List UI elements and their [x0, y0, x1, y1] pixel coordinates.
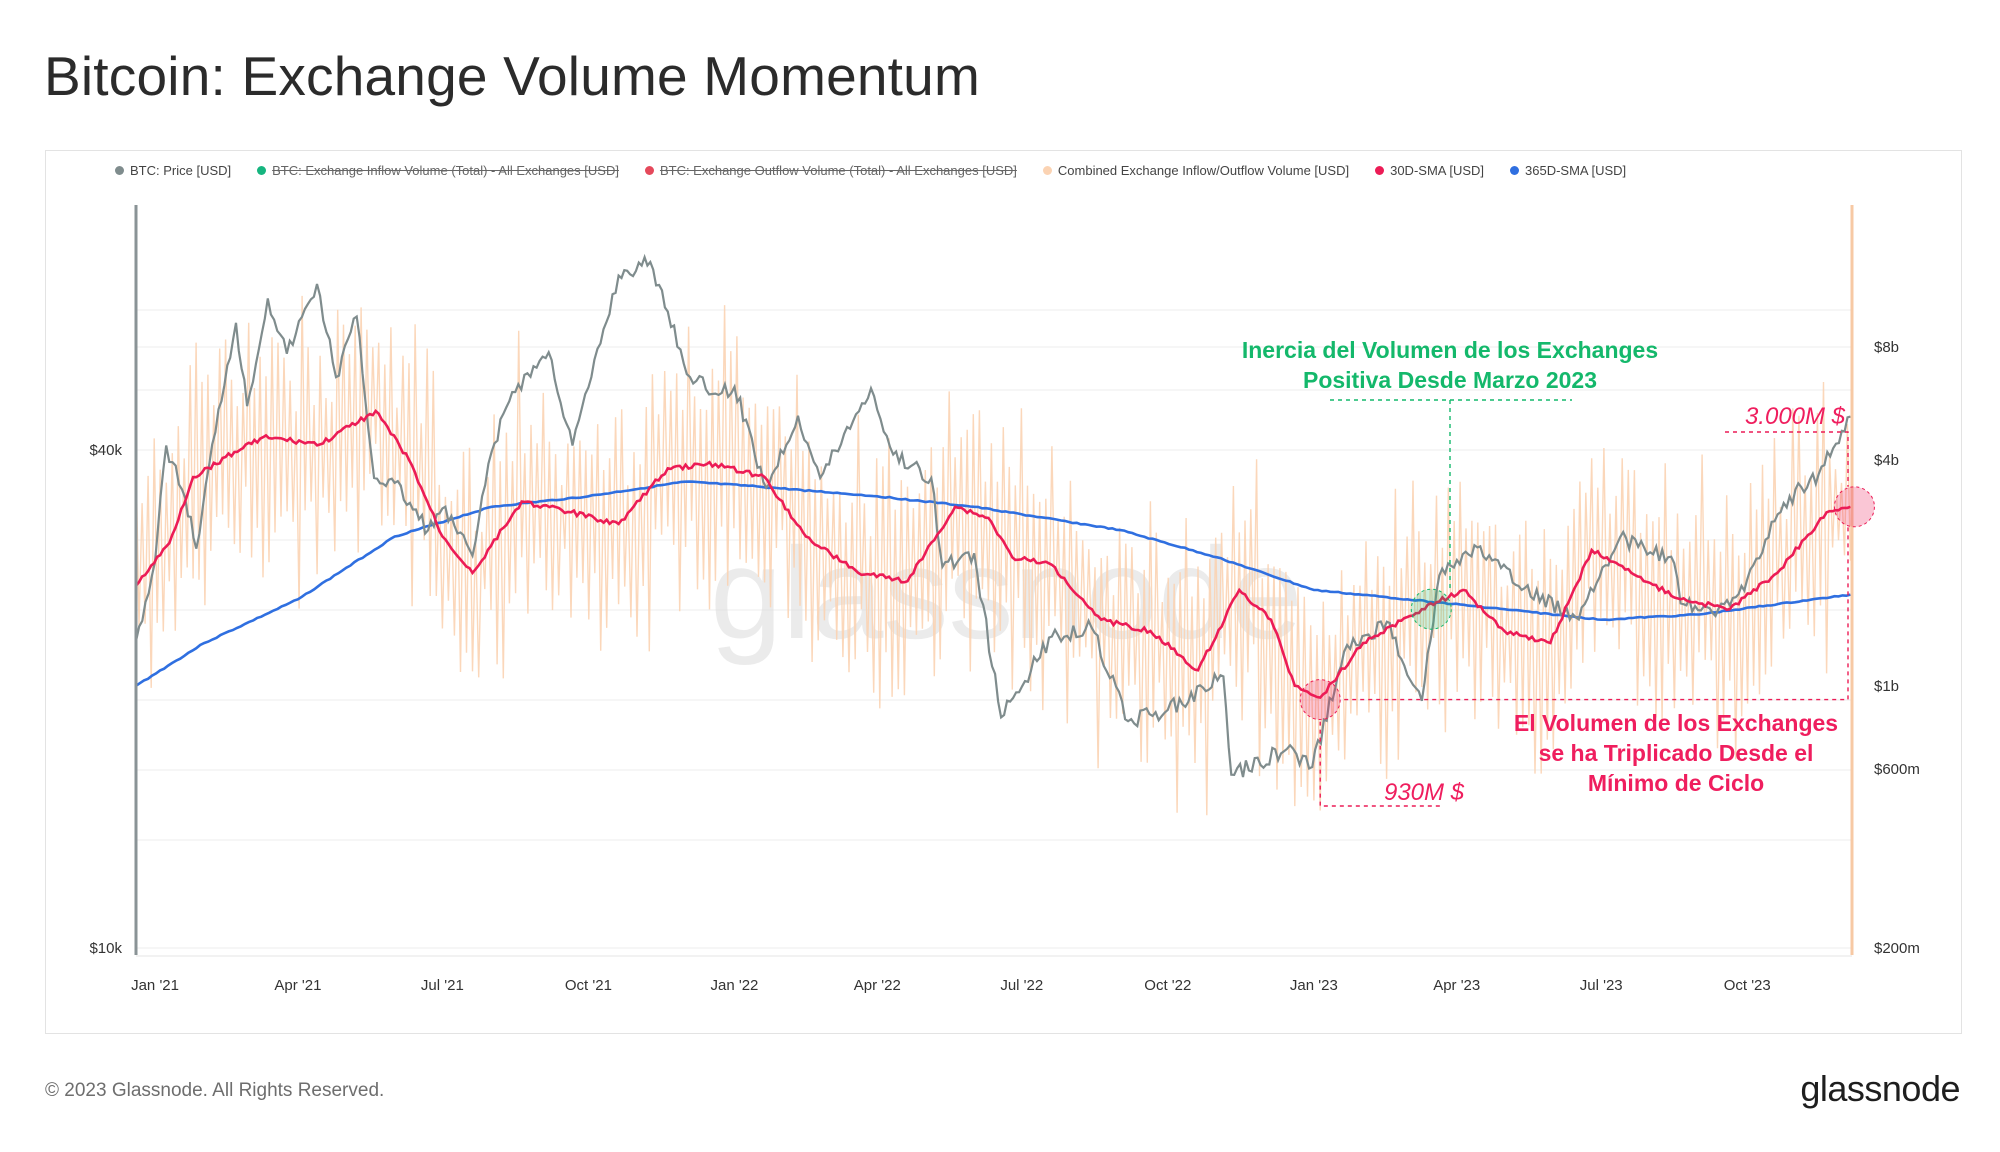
annotation-low-value: 930M $	[1384, 779, 1465, 806]
series-btc-price	[134, 253, 1851, 778]
legend-dot-icon	[1042, 166, 1052, 175]
legend-dot-icon	[115, 166, 124, 175]
x-tick-7: Oct '22	[1144, 977, 1191, 994]
legend-item-5[interactable]: 365D-SMA [USD]	[1510, 163, 1626, 178]
legend-item-4[interactable]: 30D-SMA [USD]	[1375, 163, 1484, 178]
legend-item-2[interactable]: BTC: Exchange Outflow Volume (Total) - A…	[644, 163, 1017, 178]
legend-dot-icon	[1510, 166, 1520, 175]
y-right-tick-0: $200m	[1874, 940, 1920, 957]
grid-lines	[136, 309, 1852, 949]
legend-item-1[interactable]: BTC: Exchange Inflow Volume (Total) - Al…	[257, 163, 619, 178]
x-tick-4: Jan '22	[711, 977, 759, 994]
annotation-high-value: 3.000M $	[1745, 403, 1846, 430]
x-tick-10: Jul '23	[1580, 977, 1623, 994]
x-tick-6: Jul '22	[1000, 977, 1043, 994]
momentum-point-marker	[1410, 588, 1452, 630]
x-tick-1: Apr '21	[274, 977, 321, 994]
annotation-red-line2: se ha Triplicado Desde el	[1539, 740, 1814, 766]
price-series	[134, 253, 1851, 778]
legend-dot-icon	[1375, 166, 1385, 175]
annotations: Inercia del Volumen de los Exchanges Pos…	[1242, 337, 1875, 807]
low-point-marker	[1299, 679, 1341, 721]
x-tick-3: Oct '21	[565, 977, 612, 994]
annotation-red-line1: El Volumen de los Exchanges	[1514, 710, 1838, 736]
high-point-marker	[1833, 486, 1875, 528]
volume-series	[135, 295, 1852, 816]
y-left-tick-0: $10k	[89, 940, 122, 957]
annotation-green-line2: Positiva Desde Marzo 2023	[1303, 367, 1597, 393]
legend-label: Combined Exchange Inflow/Outflow Volume …	[1057, 163, 1350, 178]
chart-frame	[45, 150, 1962, 1034]
legend-item-0[interactable]: BTC: Price [USD]	[115, 163, 231, 178]
x-tick-0: Jan '21	[131, 977, 179, 994]
x-tick-11: Oct '23	[1724, 977, 1771, 994]
legend-label: BTC: Exchange Outflow Volume (Total) - A…	[659, 163, 1017, 178]
triple-guide	[1344, 526, 1849, 701]
y-right-tick-3: $4b	[1874, 452, 1899, 469]
page-title: Bitcoin: Exchange Volume Momentum	[44, 45, 980, 107]
annotation-green-line1: Inercia del Volumen de los Exchanges	[1242, 337, 1658, 363]
legend-item-3[interactable]: Combined Exchange Inflow/Outflow Volume …	[1042, 163, 1350, 178]
x-tick-9: Apr '23	[1433, 977, 1480, 994]
legend-dot-icon	[257, 166, 267, 175]
x-tick-8: Jan '23	[1290, 977, 1338, 994]
x-tick-5: Apr '22	[854, 977, 901, 994]
sma30-series	[135, 409, 1851, 700]
glassnode-logo[interactable]: glassnode	[1800, 1068, 1960, 1109]
legend-dot-icon	[644, 166, 654, 175]
axes: $10k $40k $200m $600m $1b $4b $8b Jan '21 Apr '2…	[89, 205, 1920, 994]
series-combined-volume	[135, 295, 1852, 816]
series-sma30	[135, 409, 1851, 700]
annotation-red-line3: Mínimo de Ciclo	[1588, 770, 1764, 796]
high-value-guide	[1725, 431, 1849, 487]
y-right-tick-4: $8b	[1874, 339, 1899, 356]
footer-copyright: © 2023 Glassnode. All Rights Reserved.	[45, 1080, 385, 1101]
y-left-tick-1: $40k	[89, 442, 122, 459]
legend-label: 30D-SMA [USD]	[1390, 163, 1485, 178]
legend-label: 365D-SMA [USD]	[1525, 163, 1627, 178]
y-right-tick-2: $1b	[1874, 678, 1899, 695]
y-right-tick-1: $600m	[1874, 761, 1920, 778]
legend-label: BTC: Exchange Inflow Volume (Total) - Al…	[272, 163, 619, 178]
x-tick-2: Jul '21	[421, 977, 464, 994]
legend-label: BTC: Price [USD]	[130, 163, 232, 178]
chart-legend: BTC: Price [USD] BTC: Exchange Inflow Vol…	[115, 163, 1626, 178]
